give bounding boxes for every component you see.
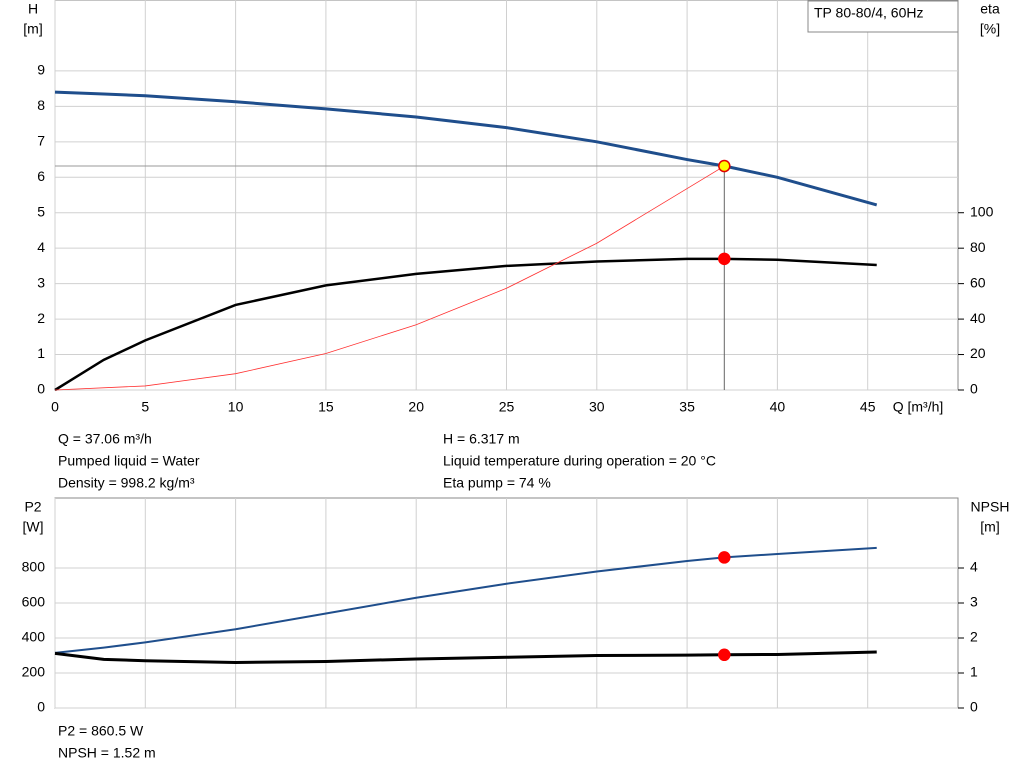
x-tick-label: 30 <box>589 399 605 415</box>
y-tick-label: 8 <box>37 97 45 113</box>
y2-axis-label: NPSH <box>971 499 1010 515</box>
x-tick-label: 40 <box>770 399 786 415</box>
info-text: P2 = 860.5 W <box>58 723 144 739</box>
info-text: H = 6.317 m <box>443 431 520 447</box>
y-axis-label: P2 <box>24 499 41 515</box>
y-tick-label: 400 <box>22 629 46 645</box>
y-tick-label: 0 <box>37 381 45 397</box>
x-tick-label: 0 <box>51 399 59 415</box>
info-text: Liquid temperature during operation = 20… <box>443 453 716 469</box>
y-tick-label: 7 <box>37 133 45 149</box>
y-tick-label: 6 <box>37 168 45 184</box>
operating-point <box>718 648 731 662</box>
y-tick-label: 4 <box>37 239 45 255</box>
operating-point <box>718 159 731 173</box>
y2-tick-label: 3 <box>970 594 978 610</box>
y-tick-label: 1 <box>37 345 45 361</box>
x-axis-label: Q [m³/h] <box>893 399 944 415</box>
operating-point <box>718 551 731 564</box>
curve <box>54 165 725 391</box>
info-text: Pumped liquid = Water <box>58 453 200 469</box>
y-tick-label: 800 <box>22 559 46 575</box>
y-tick-label: 9 <box>37 62 45 78</box>
curve <box>54 650 877 665</box>
info-text: NPSH = 1.52 m <box>58 745 156 761</box>
y2-tick-label: 60 <box>970 274 986 290</box>
x-tick-label: 45 <box>860 399 876 415</box>
y-tick-label: 3 <box>37 274 45 290</box>
curve <box>54 546 877 654</box>
label-box <box>807 0 959 33</box>
y2-tick-label: 0 <box>970 381 978 397</box>
x-tick-label: 5 <box>141 399 149 415</box>
info-text: Eta pump = 74 % <box>443 475 551 491</box>
y-tick-label: 5 <box>37 203 45 219</box>
curve <box>54 257 877 392</box>
y2-axis-unit: [%] <box>980 21 1000 37</box>
y-axis-unit: [m] <box>23 21 42 37</box>
info-text: Density = 998.2 kg/m³ <box>58 475 195 491</box>
x-tick-label: 25 <box>499 399 515 415</box>
y-axis-unit: [W] <box>23 519 44 535</box>
x-tick-label: 20 <box>408 399 424 415</box>
y2-tick-label: 100 <box>970 203 994 219</box>
y2-tick-label: 20 <box>970 345 986 361</box>
y2-axis-unit: [m] <box>980 519 999 535</box>
y2-tick-label: 1 <box>970 664 978 680</box>
y2-tick-label: 80 <box>970 239 986 255</box>
label-box-text: TP 80-80/4, 60Hz <box>814 5 923 21</box>
x-tick-label: 35 <box>679 399 695 415</box>
y-axis-label: H <box>28 1 38 17</box>
x-tick-label: 10 <box>228 399 244 415</box>
info-text: Q = 37.06 m³/h <box>58 431 152 447</box>
y2-tick-label: 4 <box>970 559 978 575</box>
y-tick-label: 600 <box>22 594 46 610</box>
operating-point <box>718 252 731 266</box>
y2-axis-label: eta <box>980 1 1000 17</box>
y-tick-label: 200 <box>22 664 46 680</box>
curve <box>54 90 878 207</box>
y-tick-label: 0 <box>37 699 45 715</box>
x-tick-label: 15 <box>318 399 334 415</box>
y2-tick-label: 40 <box>970 310 986 326</box>
y-tick-label: 2 <box>37 310 45 326</box>
y2-tick-label: 2 <box>970 629 978 645</box>
y2-tick-label: 0 <box>970 699 978 715</box>
